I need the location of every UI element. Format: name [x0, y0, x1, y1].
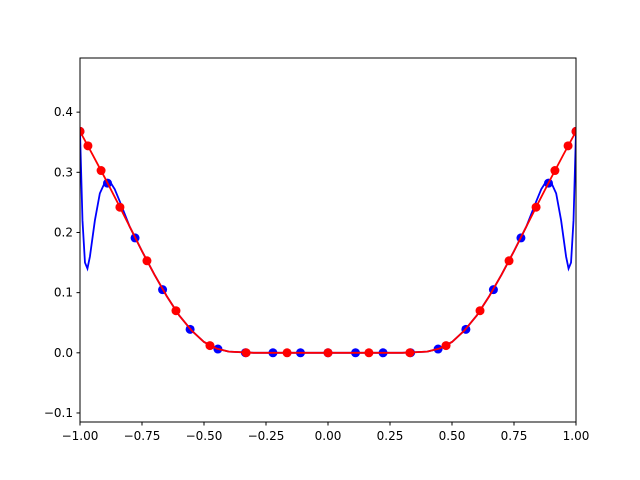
y-tick-label: 0.2: [54, 225, 73, 239]
x-tick-label: −0.75: [124, 429, 161, 443]
x-tick-label: −1.00: [62, 429, 99, 443]
data-point: [550, 166, 560, 176]
y-tick-label: 0.3: [54, 165, 73, 179]
series-line: [80, 131, 576, 354]
data-point: [475, 306, 485, 316]
x-tick-label: 1.00: [563, 429, 590, 443]
data-point: [531, 202, 541, 212]
axes-frame: [79, 57, 577, 423]
y-tick-label: 0.4: [54, 105, 73, 119]
data-point: [83, 141, 93, 151]
data-point: [504, 256, 514, 266]
data-point: [115, 202, 125, 212]
data-point: [171, 306, 181, 316]
data-point: [241, 348, 251, 358]
data-point: [441, 341, 451, 351]
data-point: [563, 141, 573, 151]
data-point: [205, 341, 215, 351]
x-tick-label: 0.00: [315, 429, 342, 443]
y-tick-label: 0.1: [54, 286, 73, 300]
x-tick-label: −0.25: [248, 429, 285, 443]
data-point: [96, 166, 106, 176]
plot-area: [80, 126, 576, 358]
data-point: [142, 256, 152, 266]
y-tick-label: −0.1: [44, 406, 73, 420]
data-point: [571, 126, 576, 136]
x-tick-label: 0.75: [501, 429, 528, 443]
data-point: [282, 348, 292, 358]
y-tick-label: 0.0: [54, 346, 73, 360]
data-point: [80, 126, 85, 136]
x-tick-label: 0.25: [377, 429, 404, 443]
data-point: [323, 348, 333, 358]
x-tick-label: 0.50: [439, 429, 466, 443]
x-tick-label: −0.50: [186, 429, 223, 443]
data-point: [405, 348, 415, 358]
data-point: [364, 348, 374, 358]
series-line: [80, 130, 576, 354]
